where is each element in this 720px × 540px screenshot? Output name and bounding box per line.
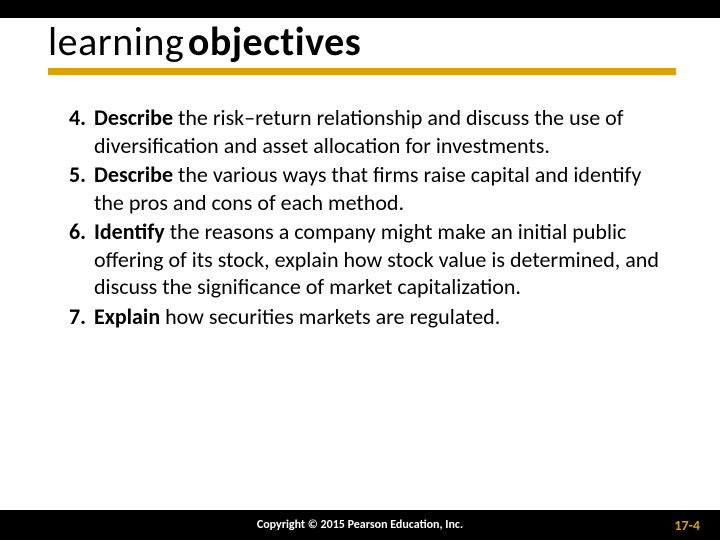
item-text: Describe the various ways that firms rai… (94, 161, 660, 216)
item-lead: Describe (94, 161, 173, 188)
copyright-text: Copyright © 2015 Pearson Education, Inc. (257, 518, 463, 532)
header: learning objectives (0, 0, 720, 75)
list-item: 6. Identify the reasons a company might … (60, 218, 660, 301)
list-item: 7. Explain how securities markets are re… (60, 303, 660, 331)
top-bar (0, 0, 720, 18)
item-rest: the reasons a company might make an init… (94, 218, 659, 300)
title-underline (48, 68, 676, 75)
slide: learning objectives 4. Describe the risk… (0, 0, 720, 540)
content-area: 4. Describe the risk–return relationship… (60, 104, 660, 332)
item-text: Describe the risk–return relationship an… (94, 104, 660, 159)
item-number: 6. (60, 218, 94, 301)
title-word-learning: learning (48, 17, 184, 66)
item-lead: Describe (94, 104, 173, 131)
list-item: 4. Describe the risk–return relationship… (60, 104, 660, 159)
footer-bar: Copyright © 2015 Pearson Education, Inc.… (0, 510, 720, 540)
item-number: 4. (60, 104, 94, 159)
objectives-list: 4. Describe the risk–return relationship… (60, 104, 660, 330)
item-rest: how securities markets are regulated. (160, 303, 500, 330)
slide-title: learning objectives (0, 18, 720, 64)
item-text: Explain how securities markets are regul… (94, 303, 660, 331)
item-number: 7. (60, 303, 94, 331)
item-lead: Explain (94, 303, 160, 330)
page-number: 17-4 (674, 517, 700, 534)
item-lead: Identify (94, 218, 165, 245)
list-item: 5. Describe the various ways that firms … (60, 161, 660, 216)
item-number: 5. (60, 161, 94, 216)
item-rest: the various ways that firms raise capita… (94, 161, 641, 216)
title-word-objectives: objectives (188, 17, 361, 66)
item-rest: the risk–return relationship and discuss… (94, 104, 623, 159)
item-text: Identify the reasons a company might mak… (94, 218, 660, 301)
